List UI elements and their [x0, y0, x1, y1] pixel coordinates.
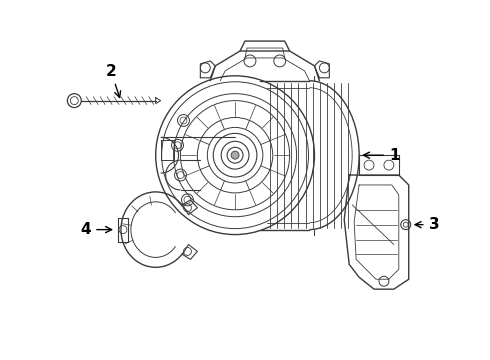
Circle shape [231, 151, 239, 159]
Text: 2: 2 [106, 64, 121, 98]
Text: 1: 1 [364, 148, 399, 163]
Text: 3: 3 [415, 217, 439, 232]
Text: 4: 4 [80, 222, 112, 237]
